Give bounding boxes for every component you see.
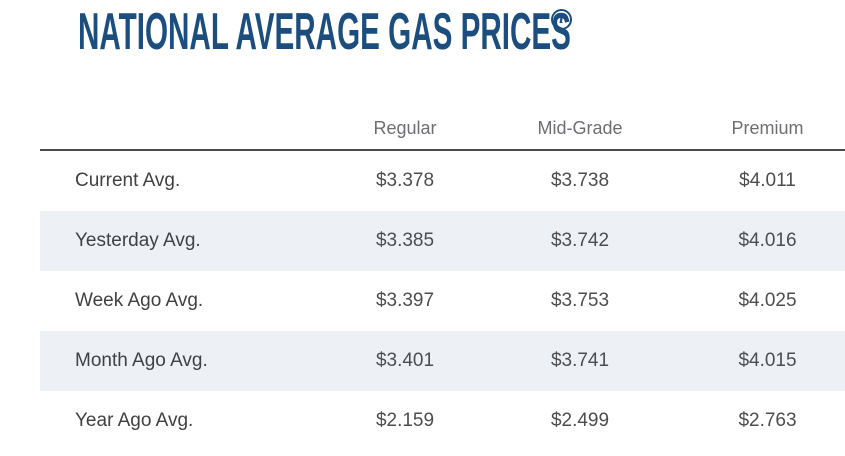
row-label: Current Avg. xyxy=(75,170,181,191)
row-label: Yesterday Avg. xyxy=(75,230,201,251)
table-row-current-avg: Current Avg. $3.378 $3.738 $4.011 xyxy=(40,150,845,211)
widget-header: NATIONAL AVERAGE GAS PRICES i xyxy=(0,0,845,100)
cell-regular: $3.397 xyxy=(375,290,435,311)
gas-prices-table: Regular Mid-Grade Premium Current Avg. $… xyxy=(40,108,845,451)
cell-regular: $3.378 xyxy=(375,170,435,191)
cell-premium: $4.015 xyxy=(738,350,797,371)
cell-regular: $2.159 xyxy=(375,410,435,431)
cell-midgrade: $3.738 xyxy=(550,170,610,191)
column-header-premium: Premium xyxy=(690,108,845,151)
cell-midgrade: $3.741 xyxy=(550,350,610,371)
table-row-yesterday-avg: Yesterday Avg. $3.385 $3.742 $4.016 xyxy=(40,211,845,271)
table-row-month-ago-avg: Month Ago Avg. $3.401 $3.741 $4.015 xyxy=(40,331,845,391)
column-header-regular: Regular xyxy=(340,108,470,151)
cell-premium: $4.025 xyxy=(738,290,797,311)
cell-regular: $3.385 xyxy=(375,230,435,251)
column-header-blank xyxy=(40,108,340,151)
cell-midgrade: $3.742 xyxy=(550,230,610,251)
page-title: NATIONAL AVERAGE GAS PRICES xyxy=(78,6,845,58)
cell-premium: $2.763 xyxy=(738,410,797,431)
cell-regular: $3.401 xyxy=(375,350,435,371)
info-icon-glyph: i xyxy=(559,12,564,27)
cell-premium: $4.011 xyxy=(739,170,796,191)
page-title-text: NATIONAL AVERAGE GAS PRICES xyxy=(78,3,571,61)
cell-premium: $4.016 xyxy=(738,230,797,251)
info-icon[interactable]: i xyxy=(551,9,572,30)
row-label: Month Ago Avg. xyxy=(75,350,208,371)
cell-midgrade: $3.753 xyxy=(550,290,610,311)
table-header-row: Regular Mid-Grade Premium xyxy=(40,108,845,151)
cell-midgrade: $2.499 xyxy=(550,410,610,431)
column-header-midgrade: Mid-Grade xyxy=(470,108,690,151)
row-label: Week Ago Avg. xyxy=(75,290,204,311)
table-row-week-ago-avg: Week Ago Avg. $3.397 $3.753 $4.025 xyxy=(40,271,845,331)
row-label: Year Ago Avg. xyxy=(75,410,194,431)
table-row-year-ago-avg: Year Ago Avg. $2.159 $2.499 $2.763 xyxy=(40,391,845,451)
